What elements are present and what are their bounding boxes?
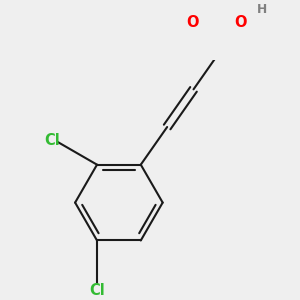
Text: O: O	[234, 15, 247, 30]
Text: Cl: Cl	[44, 134, 60, 148]
Text: Cl: Cl	[89, 284, 105, 298]
Text: H: H	[256, 3, 267, 16]
Text: O: O	[187, 15, 199, 30]
